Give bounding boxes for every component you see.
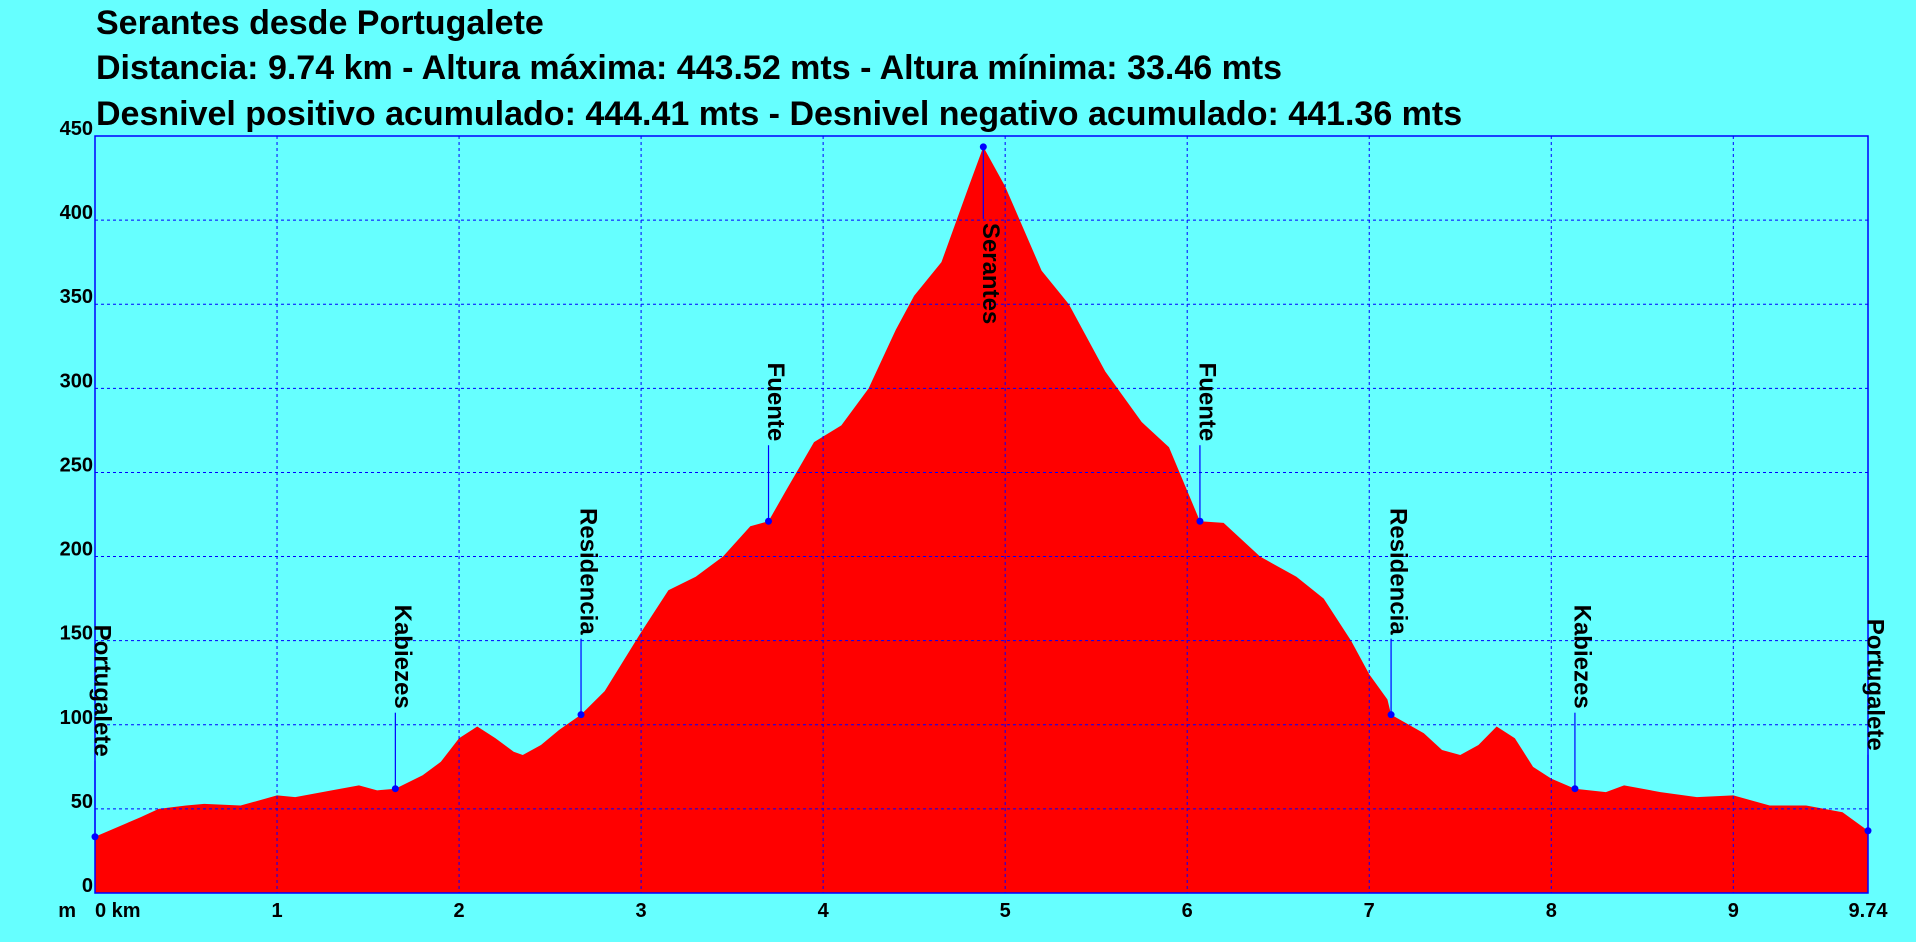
y-tick-label: 250 [60, 454, 93, 476]
marker-label: Portugalete [89, 625, 116, 757]
marker-label: Serantes [977, 223, 1004, 324]
x-tick-label: 3 [636, 900, 647, 922]
x-tick-label: 9.74 [1849, 900, 1889, 922]
marker-point [1196, 517, 1204, 525]
chart-subtitle: Desnivel positivo acumulado: 444.41 mts … [96, 95, 1462, 133]
chart-title: Serantes desde Portugalete [96, 4, 544, 42]
x-tick-label: 1 [271, 900, 282, 922]
x-tick-label: 9 [1728, 900, 1739, 922]
marker-point [979, 143, 987, 151]
x-tick-label: 2 [454, 900, 465, 922]
y-unit: m [58, 900, 76, 922]
x-tick-label: 7 [1364, 900, 1375, 922]
marker-label: Fuente [1194, 363, 1221, 442]
elevation-area [95, 146, 1868, 893]
marker-label: Portugalete [1862, 619, 1889, 751]
y-tick-label: 100 [60, 707, 93, 729]
marker-point [391, 785, 399, 793]
x-tick-label: 8 [1546, 900, 1557, 922]
y-tick-label: 350 [60, 286, 93, 308]
marker-point [1864, 827, 1872, 835]
marker-point [91, 833, 99, 841]
y-tick-label: 450 [60, 118, 93, 140]
marker-label: Kabiezes [389, 605, 416, 709]
marker-label: Fuente [762, 363, 789, 442]
marker-point [765, 517, 773, 525]
chart-subtitle: Distancia: 9.74 km - Altura máxima: 443.… [96, 49, 1282, 87]
x-tick-label: 6 [1182, 900, 1193, 922]
y-tick-label: 300 [60, 370, 93, 392]
marker-point [1387, 711, 1395, 719]
marker-label: Residencia [575, 508, 602, 635]
x-tick-label: 4 [818, 900, 830, 922]
y-tick-label: 50 [71, 791, 93, 813]
plot-border [94, 135, 1869, 894]
marker-label: Kabiezes [1569, 605, 1596, 709]
x-tick-label: 0 km [95, 900, 141, 922]
marker-label: Residencia [1385, 508, 1412, 635]
y-tick-label: 400 [60, 202, 93, 224]
x-tick-label: 5 [1000, 900, 1011, 922]
y-tick-label: 150 [60, 623, 93, 645]
marker-point [577, 711, 585, 719]
y-tick-label: 0 [82, 875, 93, 897]
y-tick-label: 200 [60, 539, 93, 561]
marker-point [1571, 785, 1579, 793]
